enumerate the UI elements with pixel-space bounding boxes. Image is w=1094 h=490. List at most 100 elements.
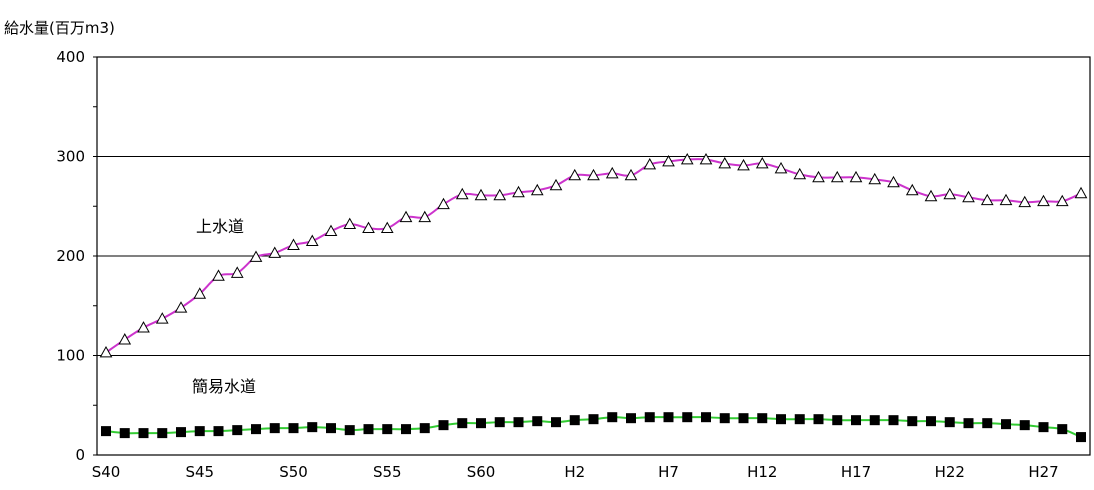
x-tick-label: H17 [841, 463, 871, 481]
data-point [851, 415, 861, 426]
data-point [849, 170, 863, 183]
data-point [118, 333, 132, 345]
data-point [776, 414, 786, 425]
data-point [530, 183, 544, 196]
data-point [305, 234, 319, 246]
data-point [1001, 419, 1011, 430]
data-point [343, 217, 357, 230]
series-label: 上水道 [196, 217, 244, 236]
data-point [887, 175, 900, 188]
data-point [287, 238, 300, 250]
data-point [607, 412, 618, 423]
data-point [307, 422, 318, 433]
data-point [174, 301, 188, 313]
data-point [943, 187, 957, 200]
data-point [380, 221, 394, 234]
x-tick-label: H2 [564, 463, 585, 481]
data-point [1037, 194, 1050, 207]
data-point [944, 417, 955, 428]
y-tick-label: 0 [75, 446, 85, 464]
data-point [738, 413, 749, 424]
data-point [626, 413, 636, 424]
x-tick-label: S50 [279, 463, 308, 481]
data-point [269, 423, 280, 434]
data-point [212, 269, 225, 281]
x-tick-label: S60 [467, 463, 496, 481]
data-point [512, 185, 525, 198]
data-point [888, 415, 899, 426]
data-point [419, 423, 430, 434]
data-point [532, 416, 543, 427]
data-point [699, 152, 713, 165]
data-point [644, 412, 655, 423]
data-point [99, 345, 113, 358]
data-point [230, 266, 244, 278]
data-point [1038, 422, 1049, 433]
data-point [1055, 194, 1069, 207]
data-point [569, 415, 580, 426]
data-point [213, 426, 224, 437]
data-point [344, 425, 355, 436]
data-point [1019, 420, 1030, 431]
x-tick-label: H12 [747, 463, 777, 481]
data-point [362, 221, 375, 234]
data-point [755, 156, 769, 169]
data-point [382, 424, 393, 435]
data-point [624, 168, 638, 181]
x-tick-label: S55 [373, 463, 402, 481]
data-point [926, 416, 936, 427]
data-point [455, 187, 469, 200]
data-point [962, 190, 975, 203]
data-point [682, 412, 693, 423]
data-point [474, 188, 488, 201]
data-point [324, 224, 338, 237]
data-point [737, 158, 750, 171]
data-point [157, 428, 168, 439]
data-point [643, 157, 657, 170]
x-tick-label: H22 [935, 463, 965, 481]
data-point [401, 424, 411, 435]
y-tick-label: 100 [56, 347, 85, 365]
axes: 0 100 200 300 400 S40 S45 S50 S55 S60 H2 H7 H12 H17 H2… [56, 48, 1091, 481]
data-point [701, 412, 711, 423]
data-point [868, 172, 882, 185]
data-point [399, 210, 413, 223]
data-point [193, 287, 207, 299]
data-point [719, 413, 730, 424]
x-tick-label: H7 [658, 463, 679, 481]
data-point [568, 168, 582, 181]
data-point [963, 418, 974, 429]
data-point [194, 426, 205, 437]
data-point [119, 428, 130, 439]
x-tick-label: S40 [92, 463, 121, 481]
data-point [1057, 424, 1068, 435]
x-tick-label: S45 [185, 463, 214, 481]
y-tick-label: 400 [56, 48, 85, 66]
data-point [155, 312, 169, 324]
data-point [138, 428, 149, 439]
data-point [437, 197, 450, 210]
series-markers [99, 152, 1088, 443]
data-point [493, 188, 507, 201]
data-point [812, 170, 825, 183]
data-point [588, 414, 599, 425]
data-point [326, 423, 336, 434]
data-point [830, 170, 844, 183]
data-point [494, 417, 505, 428]
data-point [232, 425, 243, 436]
data-point [794, 414, 805, 425]
data-point [101, 426, 111, 437]
data-point [869, 415, 880, 426]
data-point [268, 246, 282, 258]
data-point [513, 417, 524, 428]
gridlines [97, 156, 1090, 356]
data-point [757, 413, 768, 424]
data-point [363, 424, 374, 435]
data-point [832, 415, 843, 426]
data-point [251, 424, 261, 435]
data-point [476, 418, 486, 429]
data-point [176, 427, 186, 438]
data-point [980, 193, 994, 206]
